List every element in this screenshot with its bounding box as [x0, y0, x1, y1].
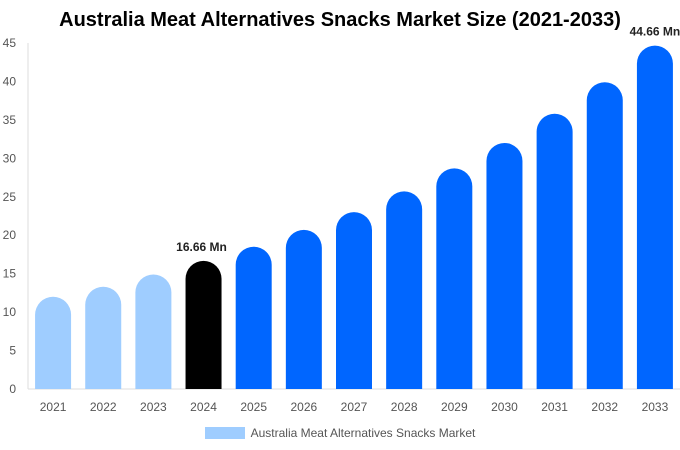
- bar-2025: [235, 246, 272, 389]
- x-tick-label: 2031: [541, 400, 568, 414]
- x-tick-label: 2028: [391, 400, 418, 414]
- y-tick-label: 40: [3, 74, 17, 88]
- x-tick-label: 2026: [290, 400, 317, 414]
- x-tick-label: 2027: [341, 400, 368, 414]
- bar-2032: [586, 82, 623, 390]
- bar-2031: [536, 113, 573, 389]
- y-tick-label: 15: [3, 267, 17, 281]
- y-tick-label: 35: [3, 113, 17, 127]
- x-tick-label: 2032: [591, 400, 618, 414]
- bar-2024: [185, 260, 222, 389]
- x-tick-label: 2022: [90, 400, 117, 414]
- bar-2022: [85, 286, 122, 389]
- legend: Australia Meat Alternatives Snacks Marke…: [0, 426, 680, 440]
- y-tick-label: 0: [9, 382, 16, 396]
- y-tick-label: 5: [9, 344, 16, 358]
- data-label-2033: 44.66 Mn: [630, 25, 680, 39]
- bar-2033: [636, 45, 673, 389]
- x-tick-label: 2023: [140, 400, 167, 414]
- bar-2021: [35, 296, 72, 389]
- y-tick-label: 20: [3, 228, 17, 242]
- x-tick-label: 2021: [40, 400, 67, 414]
- bar-2023: [135, 274, 172, 389]
- data-label-2024: 16.66 Mn: [176, 240, 227, 254]
- x-tick-label: 2033: [642, 400, 669, 414]
- legend-swatch: [204, 427, 245, 439]
- x-tick-label: 2025: [240, 400, 267, 414]
- x-tick-label: 2030: [491, 400, 518, 414]
- legend-label: Australia Meat Alternatives Snacks Marke…: [250, 426, 476, 440]
- y-tick-label: 10: [3, 305, 17, 319]
- y-tick-label: 30: [3, 151, 17, 165]
- x-tick-label: 2029: [441, 400, 468, 414]
- bar-2028: [386, 191, 423, 389]
- bar-2029: [436, 168, 473, 389]
- bar-2030: [486, 142, 523, 389]
- bar-2027: [336, 212, 372, 389]
- y-tick-label: 45: [3, 36, 17, 50]
- bar-2026: [285, 229, 322, 389]
- x-tick-label: 2024: [190, 400, 217, 414]
- chart-title: Australia Meat Alternatives Snacks Marke…: [59, 9, 621, 31]
- y-tick-label: 25: [3, 190, 17, 204]
